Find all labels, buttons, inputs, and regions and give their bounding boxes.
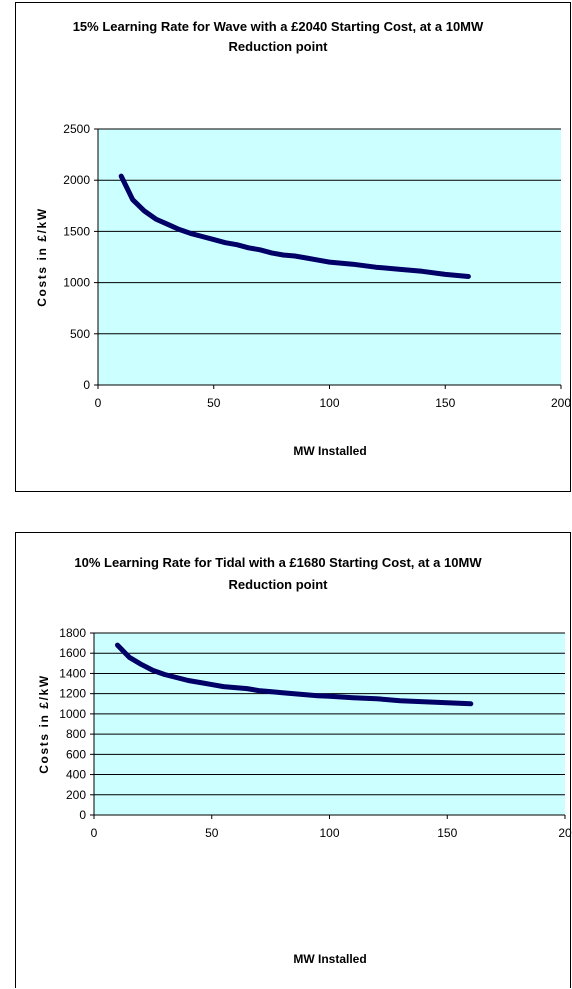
y-tick-label: 1000 [59,707,86,721]
y-ticks: 0 500 1000 1500 2000 2500 [63,122,98,392]
chart-title-line2: Reduction point [229,39,329,54]
x-tick-label: 0 [95,396,102,410]
x-tick-label: 100 [319,826,339,840]
y-tick-label: 2000 [63,173,90,187]
chart-title-line2: Reduction point [229,577,329,592]
y-ticks: 0 200 400 600 800 1000 1200 1400 1600 1800 [59,626,94,822]
x-tick-label: 50 [207,396,221,410]
chart-wave: 15% Learning Rate for Wave with a £2040 … [35,19,571,458]
chart-title-line1: 15% Learning Rate for Wave with a £2040 … [73,19,484,34]
x-tick-label: 150 [435,396,455,410]
y-tick-label: 400 [66,768,86,782]
x-tick-label: 100 [319,396,339,410]
plot-area [94,633,565,815]
y-tick-label: 1200 [59,687,86,701]
series-line [118,173,471,279]
y-tick-label: 800 [66,727,86,741]
y-tick-label: 200 [66,788,86,802]
x-axis-label: MW Installed [293,952,366,966]
y-tick-label: 0 [83,378,90,392]
y-tick-label: 1000 [63,276,90,290]
y-axis-label: Costs in £/kW [37,674,51,773]
y-tick-label: 1800 [59,626,86,640]
x-tick-label: 0 [91,826,98,840]
x-ticks: 0 50 100 150 200 [95,385,571,410]
y-tick-label: 1500 [63,224,90,238]
y-tick-label: 600 [66,747,86,761]
y-tick-label: 500 [70,327,90,341]
x-tick-label: 200 [551,396,571,410]
x-axis-label: MW Installed [293,444,366,458]
x-ticks: 0 50 100 150 20 [91,815,572,840]
gridlines [94,632,565,796]
chart-panel-wave: 15% Learning Rate for Wave with a £2040 … [15,2,571,492]
y-tick-label: 2500 [63,122,90,136]
x-tick-label: 20 [558,826,572,840]
x-tick-label: 50 [205,826,219,840]
x-tick-label: 150 [437,826,457,840]
y-axis-label: Costs in £/kW [35,207,49,306]
chart-panel-tidal: 10% Learning Rate for Tidal with a £1680… [15,532,572,988]
gridlines [98,128,561,335]
y-tick-label: 1400 [59,666,86,680]
chart-tidal: 10% Learning Rate for Tidal with a £1680… [37,555,572,966]
series-line [115,642,474,707]
y-tick-label: 0 [79,808,86,822]
chart-title-line1: 10% Learning Rate for Tidal with a £1680… [74,555,482,570]
y-tick-label: 1600 [59,646,86,660]
plot-area [98,129,561,385]
